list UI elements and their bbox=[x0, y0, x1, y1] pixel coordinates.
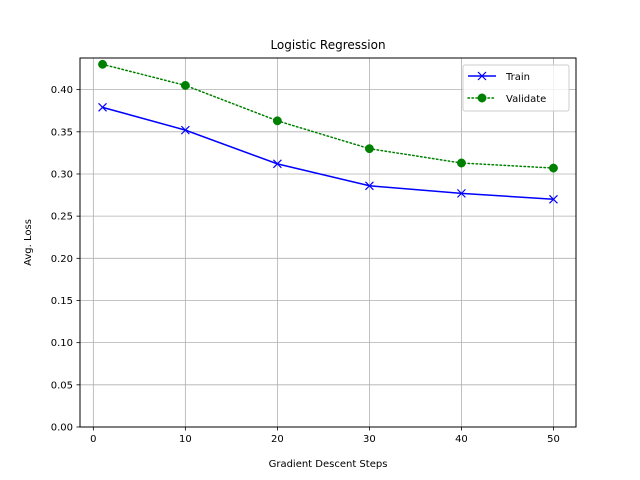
axis-ticks: 0 10 20 30 40 50 0.00 0.05 0.10 0.15 0.20 0.25 0.30 0… bbox=[51, 85, 560, 445]
x-tick-label: 0 bbox=[90, 434, 96, 445]
axes-frame bbox=[79, 57, 577, 428]
legend-entry-train: Train bbox=[468, 71, 530, 83]
y-tick-label: 0.30 bbox=[51, 169, 73, 180]
data-point-stroke bbox=[364, 181, 374, 191]
data-point-stroke bbox=[98, 102, 107, 112]
data-point bbox=[272, 159, 282, 169]
legend-label-train: Train bbox=[505, 72, 530, 83]
x-axis-label: Gradient Descent Steps bbox=[269, 459, 388, 470]
data-point bbox=[98, 102, 107, 112]
data-point bbox=[364, 181, 374, 191]
series-line-train bbox=[102, 106, 554, 201]
x-tick-label: 40 bbox=[455, 434, 468, 445]
y-tick-label: 0.10 bbox=[51, 338, 73, 349]
data-point bbox=[180, 80, 190, 90]
plot-series bbox=[98, 59, 558, 204]
y-tick-label: 0.40 bbox=[51, 85, 73, 96]
y-tick-label: 0.05 bbox=[51, 380, 73, 391]
data-point bbox=[477, 93, 487, 103]
data-point-stroke bbox=[180, 125, 190, 135]
y-tick-label: 0.00 bbox=[51, 423, 73, 434]
series-line-validate bbox=[101, 63, 555, 169]
x-tick-label: 10 bbox=[179, 434, 192, 445]
data-point bbox=[477, 71, 487, 81]
x-tick-label: 20 bbox=[271, 434, 284, 445]
legend: Train Validate bbox=[462, 64, 570, 112]
data-point bbox=[549, 194, 558, 204]
data-point bbox=[364, 144, 374, 154]
data-point-stroke bbox=[549, 194, 558, 204]
chart-title: Logistic Regression bbox=[270, 38, 385, 52]
data-point-stroke bbox=[477, 71, 487, 81]
x-tick-label: 30 bbox=[363, 434, 376, 445]
data-point-stroke bbox=[272, 159, 282, 169]
y-tick-label: 0.25 bbox=[51, 212, 73, 223]
x-tick-label: 50 bbox=[547, 434, 560, 445]
data-point bbox=[549, 163, 558, 173]
y-tick-label: 0.15 bbox=[51, 296, 73, 307]
series-validate bbox=[98, 59, 558, 173]
series-train bbox=[98, 102, 558, 204]
data-point-stroke bbox=[457, 188, 466, 198]
legend-label-validate: Validate bbox=[506, 94, 546, 105]
y-tick-label: 0.20 bbox=[51, 254, 73, 265]
y-tick-label: 0.35 bbox=[51, 127, 73, 138]
data-point bbox=[456, 158, 466, 168]
data-point bbox=[457, 188, 466, 198]
data-point bbox=[272, 116, 282, 126]
y-axis-label: Avg. Loss bbox=[23, 219, 34, 266]
data-point bbox=[180, 125, 190, 135]
legend-entry-validate: Validate bbox=[467, 93, 546, 105]
data-point bbox=[98, 59, 107, 69]
